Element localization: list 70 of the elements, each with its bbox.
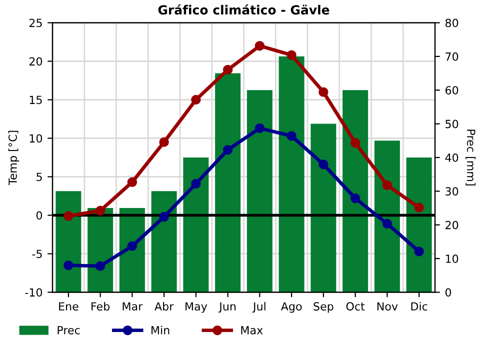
point <box>159 212 169 222</box>
x-tick-label: Nov <box>377 302 398 311</box>
y2-tick-label: 0 <box>445 288 452 297</box>
point <box>254 40 265 51</box>
y-tick-label: 15 <box>30 96 42 104</box>
y-tick-label: -10 <box>25 288 42 297</box>
y2-tick-label: 40 <box>445 153 458 162</box>
point <box>95 261 106 271</box>
x-tick-label: Ago <box>280 302 302 313</box>
bar <box>151 191 177 292</box>
point <box>191 178 201 189</box>
bar <box>374 140 400 292</box>
y2-tick-label: 10 <box>446 254 458 263</box>
legend-label: Min <box>152 326 170 334</box>
point <box>222 144 233 155</box>
legend-label: Prec <box>58 326 80 334</box>
point <box>414 202 424 212</box>
bar <box>56 191 82 292</box>
x-tick-label: Dic <box>411 302 428 311</box>
point <box>414 246 424 256</box>
x-tick-label: Jul <box>252 302 266 313</box>
y2-tick-label: 70 <box>446 52 458 61</box>
y2-tick-label: 80 <box>445 18 458 28</box>
x-tick-label: Ene <box>59 302 78 311</box>
x-tick-label: Mar <box>122 302 143 311</box>
point <box>95 206 106 216</box>
bar <box>310 124 336 292</box>
point <box>350 138 360 148</box>
y-tick-label: 5 <box>36 172 42 182</box>
point <box>382 180 392 190</box>
y2-axis-title: Prec [mm] <box>466 130 476 186</box>
x-tick-label: May <box>186 302 208 313</box>
bar <box>246 90 272 292</box>
point <box>254 123 265 134</box>
point <box>350 193 360 204</box>
y-axis-title: Temp [°C] <box>8 130 20 186</box>
x-tick-label: Sep <box>314 302 334 313</box>
x-tick-label: Abr <box>154 302 174 311</box>
x-tick-label: Feb <box>92 302 110 311</box>
y2-tick-label: 60 <box>446 86 458 95</box>
y-tick-label: -5 <box>32 250 42 258</box>
point <box>127 177 138 187</box>
y-tick-label: 20 <box>29 57 42 66</box>
point <box>64 260 74 270</box>
y-tick-label: 0 <box>36 211 42 220</box>
chart-title: Gráfico climático - Gävle <box>158 4 330 15</box>
bar <box>406 158 432 292</box>
x-tick-label: Oct <box>346 302 365 311</box>
point <box>64 211 74 221</box>
point <box>286 131 296 141</box>
y2-tick-label: 50 <box>446 120 458 128</box>
point <box>318 160 328 170</box>
point <box>191 94 201 105</box>
bar <box>215 73 241 292</box>
y-tick-label: 25 <box>29 18 42 28</box>
bar <box>183 158 209 292</box>
y2-tick-label: 30 <box>446 187 458 196</box>
bar <box>342 90 368 292</box>
legend-label: Max <box>241 326 263 334</box>
bar <box>278 56 304 292</box>
point <box>382 218 392 229</box>
bar <box>119 208 145 292</box>
y-tick-label: 10 <box>30 134 42 143</box>
point <box>159 137 169 147</box>
point <box>222 64 233 75</box>
point <box>127 241 138 251</box>
x-tick-label: Jun <box>218 302 236 313</box>
point <box>286 50 296 60</box>
y2-tick-label: 20 <box>446 220 458 230</box>
point <box>318 87 328 97</box>
